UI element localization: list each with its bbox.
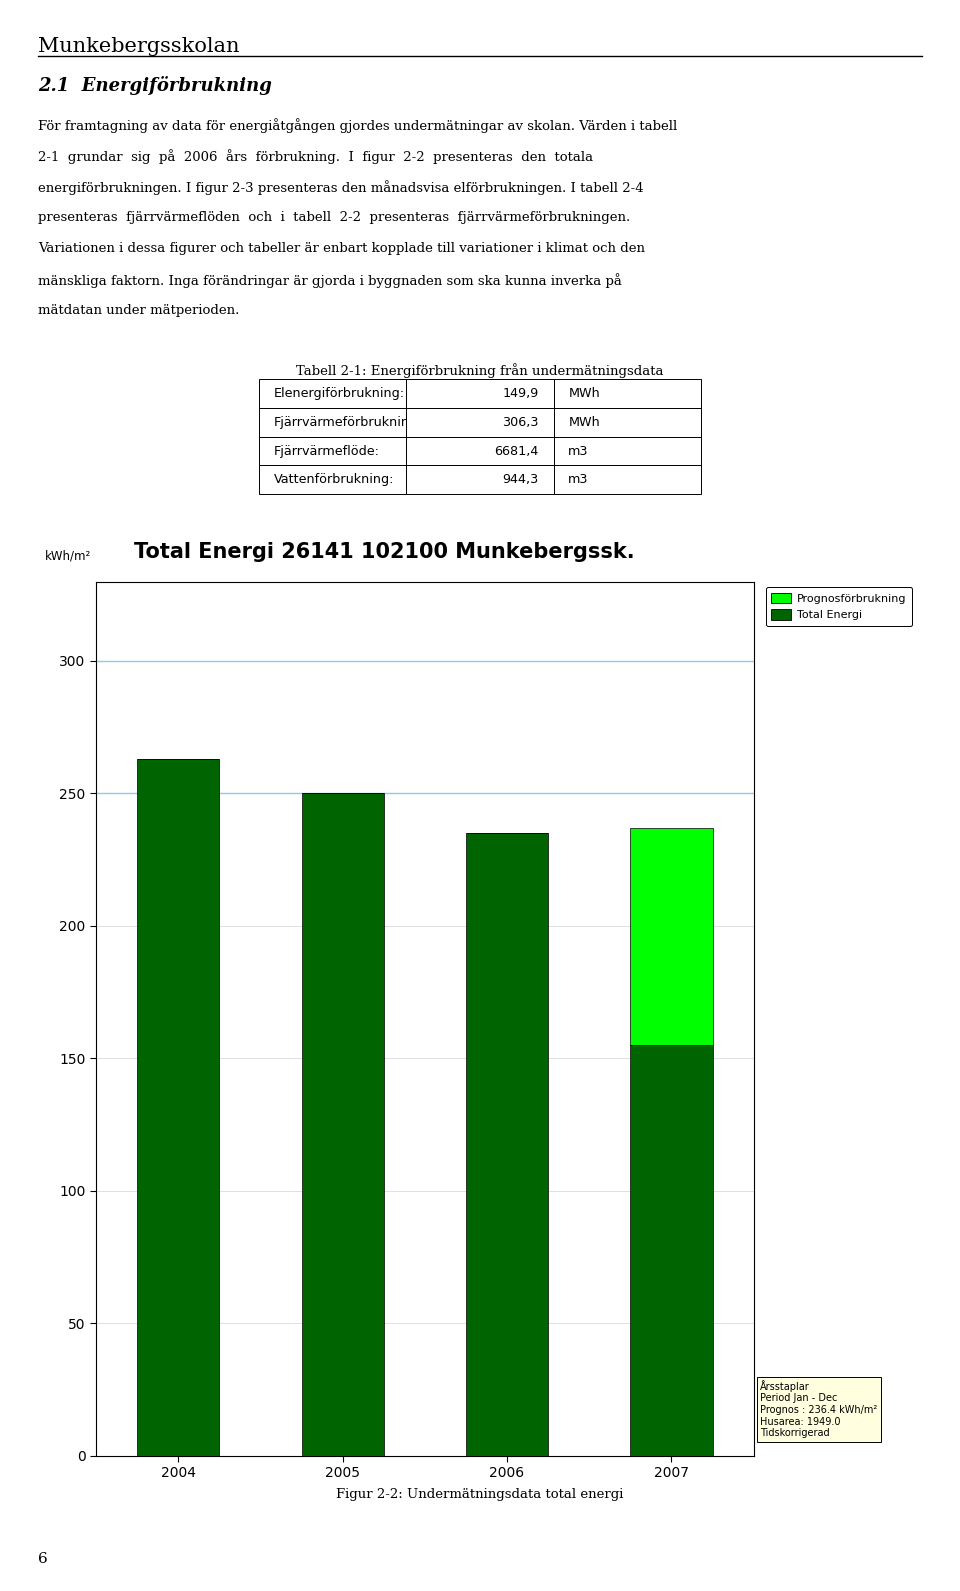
Text: 2-1  grundar  sig  på  2006  års  förbrukning.  I  figur  2-2  presenteras  den : 2-1 grundar sig på 2006 års förbrukning.… [38,148,593,164]
Text: 2.1  Energiförbrukning: 2.1 Energiförbrukning [38,76,273,95]
Bar [301,794,384,1456]
Text: mänskliga faktorn. Inga förändringar är gjorda i byggnaden som ska kunna inverka: mänskliga faktorn. Inga förändringar är … [38,272,622,288]
Text: 6: 6 [38,1551,48,1566]
Bar [137,759,219,1456]
Bar [466,834,548,1456]
Text: Total Energi 26141 102100 Munkebergssk.: Total Energi 26141 102100 Munkebergssk. [134,543,635,563]
Text: Tabell 2-1: Energiförbrukning från undermätningsdata: Tabell 2-1: Energiförbrukning från under… [297,363,663,379]
Text: presenteras  fjärrvärmeflöden  och  i  tabell  2-2  presenteras  fjärrvärmeförbr: presenteras fjärrvärmeflöden och i tabel… [38,210,631,224]
Text: Munkebergsskolan: Munkebergsskolan [38,37,240,56]
Text: kWh/m²: kWh/m² [45,549,91,563]
Text: mätdatan under mätperioden.: mätdatan under mätperioden. [38,304,240,317]
Text: Årsstaplar
Period Jan - Dec
Prognos : 236.4 kWh/m²
Husarea: 1949.0
Tidskorrigera: Årsstaplar Period Jan - Dec Prognos : 23… [760,1379,877,1438]
Legend: Prognosförbrukning, Total Energi: Prognosförbrukning, Total Energi [766,587,912,625]
Text: För framtagning av data för energiåtgången gjordes undermätningar av skolan. Vär: För framtagning av data för energiåtgång… [38,118,678,132]
Text: Figur 2-2: Undermätningsdata total energi: Figur 2-2: Undermätningsdata total energ… [336,1488,624,1500]
Bar [631,827,712,1045]
Text: Variationen i dessa figurer och tabeller är enbart kopplade till variationer i k: Variationen i dessa figurer och tabeller… [38,242,645,255]
Text: energiförbrukningen. I figur 2-3 presenteras den månadsvisa elförbrukningen. I t: energiförbrukningen. I figur 2-3 present… [38,180,644,194]
Bar [631,1045,712,1456]
